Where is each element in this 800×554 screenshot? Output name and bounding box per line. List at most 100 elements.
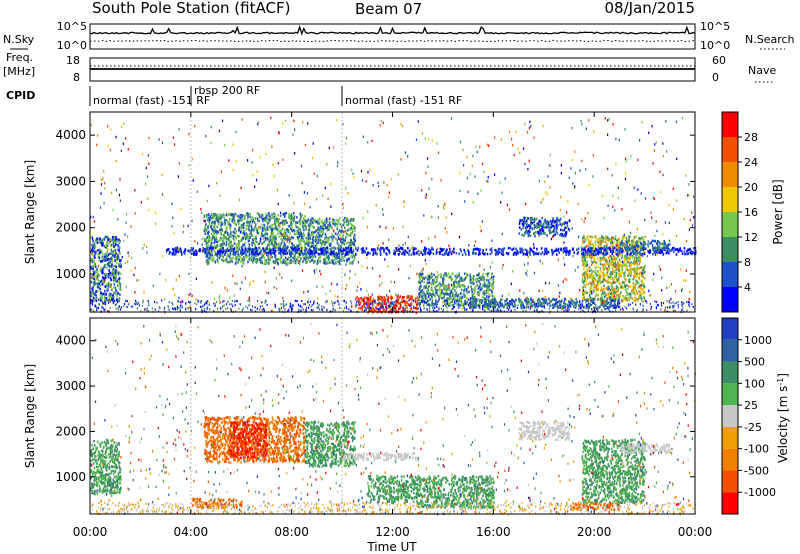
range-cell (501, 253, 503, 256)
freq-panel: Freq. [MHz] 18 8 60 0 Nave (3, 51, 776, 84)
range-cell (379, 302, 382, 305)
range-cell (322, 246, 325, 250)
range-cell (285, 252, 288, 255)
range-cell (639, 294, 642, 297)
range-cell (269, 249, 271, 252)
range-cell (556, 226, 558, 230)
nsearch-tick-bottom: 10^0 (700, 39, 730, 52)
range-cell (432, 290, 434, 293)
range-cell (613, 241, 615, 244)
range-cell (227, 221, 229, 225)
range-cell (611, 252, 614, 256)
range-cell (103, 278, 106, 282)
range-cell (380, 303, 383, 306)
range-cell (612, 296, 614, 299)
range-cell (625, 284, 628, 287)
range-cell (449, 301, 451, 305)
range-cell (219, 254, 221, 257)
range-cell (593, 290, 595, 294)
range-cell (302, 260, 304, 263)
range-cell (607, 268, 610, 271)
range-cell (403, 249, 406, 253)
range-cell (338, 246, 341, 249)
range-cell (430, 274, 432, 277)
range-cell (319, 240, 321, 244)
range-cell (647, 250, 649, 253)
range-cell (211, 247, 213, 251)
range-cell (611, 293, 614, 296)
range-cell (99, 241, 102, 244)
range-cell (213, 250, 216, 253)
range-cell (436, 288, 439, 292)
range-cell (97, 249, 99, 252)
range-cell (327, 248, 329, 251)
range-cell (225, 213, 228, 217)
range-cell (223, 221, 226, 224)
range-cell (584, 253, 586, 257)
range-cell (606, 252, 609, 255)
range-cell (638, 276, 640, 280)
range-cell (541, 216, 544, 220)
range-cell (635, 253, 637, 256)
range-cell (585, 263, 588, 266)
range-cell (427, 275, 429, 278)
range-cell (220, 244, 222, 248)
range-cell (238, 222, 240, 226)
range-cell (472, 248, 475, 251)
range-cell (596, 280, 599, 284)
range-cell (344, 226, 346, 229)
range-cell (469, 274, 471, 278)
range-cell (209, 215, 212, 218)
range-cell (349, 262, 351, 265)
range-cell (378, 297, 380, 300)
range-cell (211, 216, 214, 220)
range-cell (430, 272, 433, 276)
range-cell (469, 298, 472, 301)
range-cell (286, 237, 289, 241)
range-cell (617, 247, 620, 250)
range-cell (648, 251, 651, 254)
range-cell (608, 237, 611, 241)
range-cell (633, 236, 636, 239)
range-cell (343, 248, 346, 252)
range-cell (621, 251, 623, 254)
range-cell (410, 253, 413, 256)
range-cell (487, 291, 489, 295)
range-cell (638, 262, 640, 266)
range-cell (385, 252, 387, 255)
range-cell (212, 225, 215, 229)
range-cell (465, 288, 468, 291)
range-cell (262, 241, 265, 244)
range-cell (323, 253, 326, 256)
range-cell (109, 276, 112, 280)
range-cell (194, 253, 197, 256)
range-cell (304, 215, 306, 218)
range-cell (221, 252, 223, 255)
range-cell (427, 303, 429, 306)
range-cell (199, 248, 201, 251)
range-cell (94, 239, 97, 242)
range-cell (443, 253, 446, 256)
range-cell (492, 281, 495, 284)
range-cell (206, 255, 208, 258)
range-cell (610, 284, 613, 287)
range-cell (603, 277, 606, 280)
range-cell (586, 236, 588, 239)
range-cell (636, 256, 638, 260)
range-cell (402, 251, 404, 254)
range-cell (316, 233, 318, 236)
range-cell (609, 255, 612, 258)
range-cell (380, 298, 382, 301)
range-cell (307, 239, 310, 243)
range-cell (590, 276, 593, 279)
range-cell (220, 233, 223, 237)
range-cell (318, 217, 321, 221)
range-cell (633, 299, 635, 302)
range-cell (232, 252, 235, 256)
range-cell (332, 222, 335, 226)
range-cell (471, 281, 473, 285)
range-cell (232, 256, 234, 260)
range-cell (482, 249, 484, 252)
range-cell (331, 220, 334, 223)
range-cell (277, 257, 280, 261)
